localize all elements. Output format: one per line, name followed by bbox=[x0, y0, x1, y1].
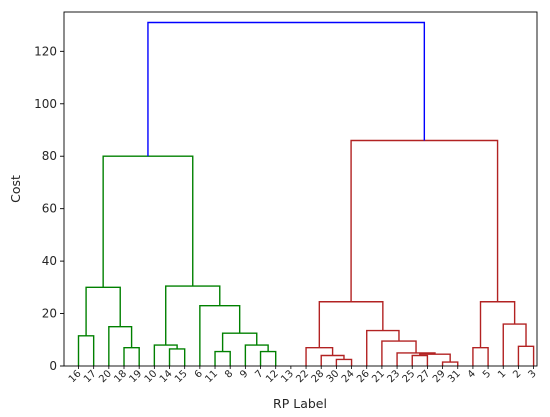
dendrogram-link-25 bbox=[502, 323, 527, 366]
dendrogram-link-6 bbox=[214, 350, 231, 366]
leaf-label-13: 13 bbox=[279, 368, 296, 385]
dendrogram-link-2 bbox=[108, 325, 133, 366]
dendrogram-link-0 bbox=[77, 335, 95, 366]
leaf-label-7: 7 bbox=[253, 368, 265, 380]
leaf-label-9: 9 bbox=[238, 368, 250, 380]
y-tick-label: 60 bbox=[42, 202, 57, 216]
dendrogram-link-28 bbox=[147, 21, 426, 157]
dendrogram-link-26 bbox=[479, 301, 516, 348]
leaf-label-11: 11 bbox=[203, 368, 220, 385]
leaf-label-3: 3 bbox=[526, 368, 538, 380]
links-layer bbox=[77, 21, 535, 366]
leaf-label-18: 18 bbox=[112, 368, 129, 385]
leaf-label-1: 1 bbox=[496, 368, 508, 380]
leaf-label-8: 8 bbox=[223, 368, 235, 380]
leaf-label-22: 22 bbox=[294, 368, 311, 385]
y-tick-label: 40 bbox=[42, 254, 57, 268]
dendrogram-link-14 bbox=[320, 354, 345, 366]
dendrogram-link-9 bbox=[221, 332, 258, 352]
dendrogram-link-3 bbox=[85, 286, 121, 336]
leaf-label-25: 25 bbox=[401, 368, 418, 385]
leaf-label-20: 20 bbox=[97, 368, 114, 385]
dendrogram-link-4 bbox=[168, 348, 186, 366]
leaf-label-17: 17 bbox=[82, 368, 99, 385]
dendrogram-link-27 bbox=[350, 139, 499, 302]
y-tick-label: 80 bbox=[42, 149, 57, 163]
dendrogram-link-5 bbox=[153, 344, 178, 366]
dendrogram-link-16 bbox=[411, 354, 429, 366]
leaf-label-29: 29 bbox=[431, 368, 448, 385]
leaf-label-15: 15 bbox=[173, 368, 190, 385]
dendrogram-link-20 bbox=[381, 340, 417, 366]
dendrogram-link-11 bbox=[165, 285, 221, 346]
axes-layer bbox=[63, 11, 538, 367]
dendrogram-link-17 bbox=[441, 361, 459, 366]
dendrogram-link-8 bbox=[244, 344, 269, 366]
leaf-label-16: 16 bbox=[67, 368, 84, 385]
leaf-label-2: 2 bbox=[511, 368, 523, 380]
dendrogram-link-15 bbox=[305, 346, 334, 366]
leaf-label-31: 31 bbox=[446, 368, 463, 385]
dendrogram-link-12 bbox=[102, 155, 194, 288]
dendrogram-link-10 bbox=[199, 304, 241, 366]
dendrogram-link-24 bbox=[517, 345, 535, 366]
leaf-label-28: 28 bbox=[310, 368, 327, 385]
y-tick-label: 120 bbox=[34, 44, 57, 58]
leaf-label-26: 26 bbox=[355, 368, 372, 385]
leaf-label-4: 4 bbox=[466, 368, 478, 380]
dendrogram-link-21 bbox=[366, 329, 400, 366]
x-axis-label: RP Label bbox=[273, 396, 327, 411]
leaf-label-19: 19 bbox=[128, 368, 145, 385]
leaf-label-14: 14 bbox=[158, 368, 175, 385]
dendrogram-link-23 bbox=[472, 346, 489, 366]
leaf-label-5: 5 bbox=[481, 368, 493, 380]
y-axis-ticks: 0 20 40 60 80 100 120 bbox=[34, 44, 64, 373]
leaf-label-30: 30 bbox=[325, 368, 342, 385]
leaf-label-24: 24 bbox=[340, 368, 357, 385]
dendrogram-link-19 bbox=[396, 352, 436, 366]
dendrogram-link-22 bbox=[318, 301, 384, 348]
leaf-label-10: 10 bbox=[143, 368, 160, 385]
leaf-label-12: 12 bbox=[264, 368, 281, 385]
dendrogram-link-13 bbox=[335, 358, 353, 366]
leaf-label-21: 21 bbox=[370, 368, 387, 385]
y-axis-label: Cost bbox=[8, 175, 23, 203]
dendrogram-link-7 bbox=[259, 350, 277, 366]
leaf-label-23: 23 bbox=[385, 368, 402, 385]
leaf-label-6: 6 bbox=[193, 368, 205, 380]
y-tick-label: 0 bbox=[49, 359, 57, 373]
leaf-label-27: 27 bbox=[416, 368, 433, 385]
dendrogram-link-1 bbox=[123, 346, 140, 366]
plot-frame bbox=[63, 11, 538, 367]
y-tick-label: 20 bbox=[42, 307, 57, 321]
y-tick-label: 100 bbox=[34, 97, 57, 111]
